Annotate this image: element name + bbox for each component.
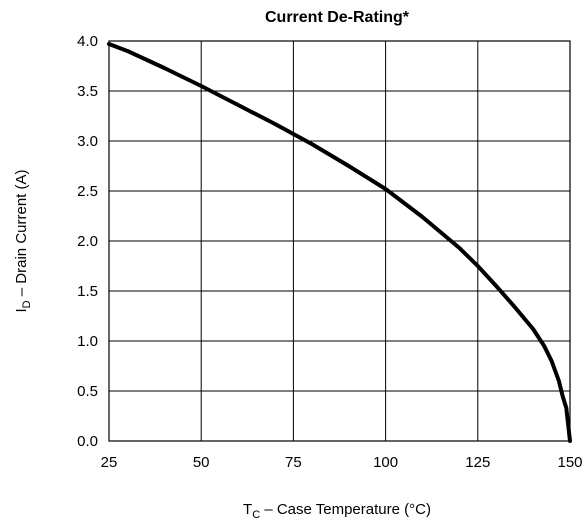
x-tick-label: 100 (373, 454, 398, 471)
x-axis-label-main: T (243, 501, 252, 518)
y-tick-label: 0.0 (77, 433, 98, 450)
x-tick-label: 75 (285, 454, 302, 471)
x-axis-label-rest: – Case Temperature (°C) (260, 501, 431, 518)
x-axis-label: TC – Case Temperature (°C) (243, 501, 431, 521)
x-tick-labels: 25 50 75 100 125 150 (101, 454, 583, 471)
y-tick-label: 3.5 (77, 83, 98, 100)
x-tick-label: 25 (101, 454, 118, 471)
x-axis-label-subscript: C (252, 509, 260, 521)
y-tick-label: 1.5 (77, 283, 98, 300)
y-tick-label: 2.5 (77, 183, 98, 200)
y-tick-label: 4.0 (77, 33, 98, 50)
y-axis-label-main: I (13, 308, 30, 312)
y-tick-label: 3.0 (77, 133, 98, 150)
x-tick-label: 150 (557, 454, 582, 471)
series-line-drain-current (107, 42, 572, 443)
chart-title: Current De-Rating* (265, 9, 410, 26)
y-tick-label: 1.0 (77, 333, 98, 350)
y-tick-labels: 0.0 0.5 1.0 1.5 2.0 2.5 3.0 3.5 4.0 (77, 33, 98, 450)
grid (108, 40, 571, 442)
y-axis-label-rest: – Drain Current (A) (13, 170, 30, 301)
x-tick-label: 50 (193, 454, 210, 471)
y-axis-label-subscript: D (21, 300, 33, 308)
y-tick-label: 0.5 (77, 383, 98, 400)
y-tick-label: 2.0 (77, 233, 98, 250)
x-tick-label: 125 (465, 454, 490, 471)
y-axis-label: ID – Drain Current (A) (13, 170, 33, 313)
plot-frame (108, 40, 571, 442)
